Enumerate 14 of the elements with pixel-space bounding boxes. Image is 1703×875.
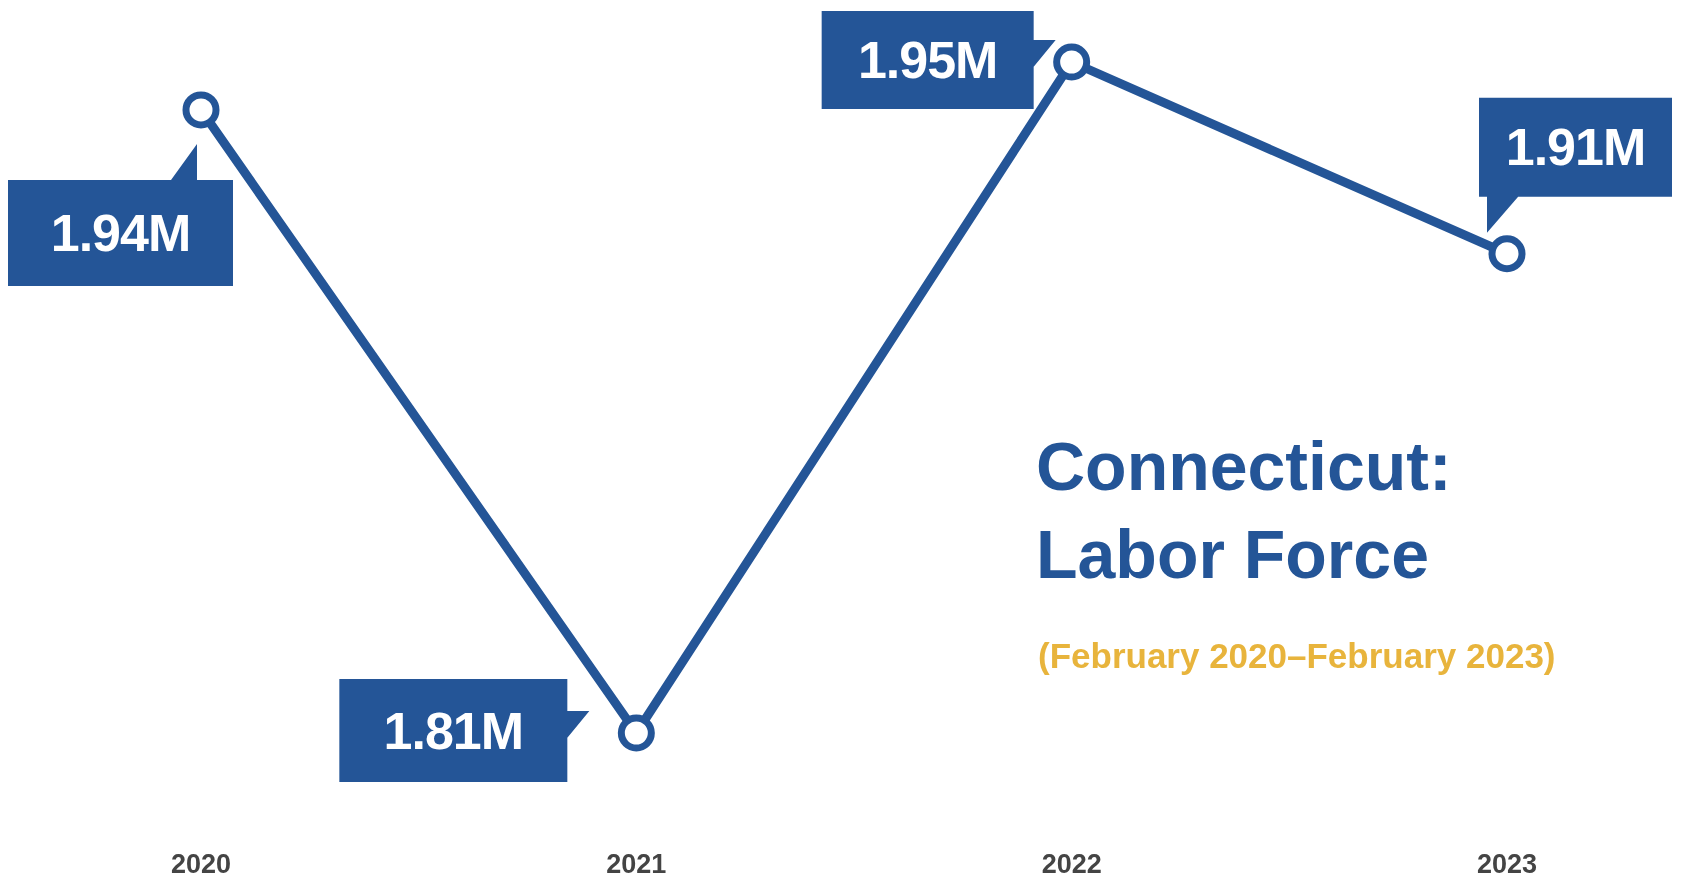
point — [182, 91, 220, 129]
data-label: 1.91M — [1505, 118, 1646, 177]
text: (February 2020–February 2023) — [1038, 636, 1556, 675]
x-tick-label: 2021 — [606, 849, 667, 875]
data-label: 1.95M — [857, 31, 998, 89]
point — [1488, 235, 1526, 273]
data-label: 1.81M — [383, 701, 524, 760]
point — [1053, 43, 1091, 81]
x-tick-label: 2020 — [170, 849, 232, 875]
text: Connecticut: Labor Force — [1036, 428, 1452, 592]
point — [617, 714, 655, 752]
x-tick-label: 2023 — [1476, 849, 1538, 875]
x-tick-label: 2022 — [1041, 849, 1102, 875]
data-label: 1.94M — [50, 203, 191, 262]
